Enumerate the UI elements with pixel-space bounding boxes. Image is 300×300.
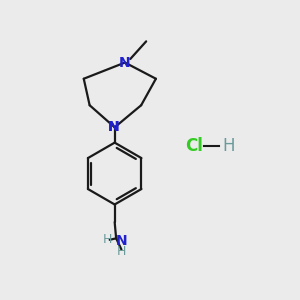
Text: H: H bbox=[117, 245, 126, 258]
Text: N: N bbox=[119, 56, 131, 70]
Text: N: N bbox=[108, 120, 120, 134]
Text: H: H bbox=[222, 136, 235, 154]
Text: N: N bbox=[116, 234, 127, 248]
Text: N: N bbox=[107, 120, 119, 134]
Text: H: H bbox=[103, 233, 112, 246]
Text: Cl: Cl bbox=[185, 136, 203, 154]
